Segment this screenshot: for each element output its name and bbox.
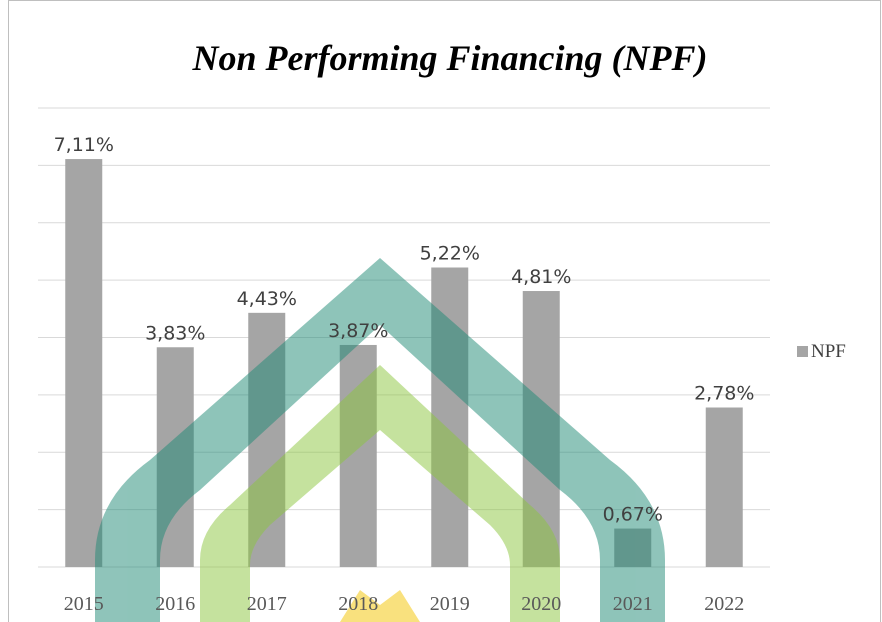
x-tick-label: 2021	[613, 593, 653, 615]
value-label: 0,67%	[603, 504, 663, 526]
value-label: 4,81%	[511, 266, 571, 288]
x-tick-label: 2016	[155, 593, 195, 615]
value-label: 7,11%	[54, 134, 114, 156]
x-tick-label: 2019	[430, 593, 470, 615]
x-tick-label: 2020	[521, 593, 561, 615]
x-tick-label: 2018	[338, 593, 378, 615]
chart-title: Non Performing Financing (NPF)	[191, 38, 707, 78]
value-label: 2,78%	[694, 382, 754, 404]
value-label: 3,83%	[145, 322, 205, 344]
x-tick-label: 2015	[64, 593, 104, 615]
bar	[65, 159, 102, 567]
legend-label: NPF	[811, 341, 846, 362]
chart: Non Performing Financing (NPF) 2015 2016 2…	[0, 0, 882, 622]
value-label: 5,22%	[420, 243, 480, 265]
x-tick-label: 2022	[704, 593, 744, 615]
x-tick-label: 2017	[247, 593, 287, 615]
legend-swatch	[797, 346, 808, 357]
bar	[706, 407, 743, 567]
value-label: 4,43%	[237, 288, 297, 310]
value-label: 3,87%	[328, 320, 388, 342]
